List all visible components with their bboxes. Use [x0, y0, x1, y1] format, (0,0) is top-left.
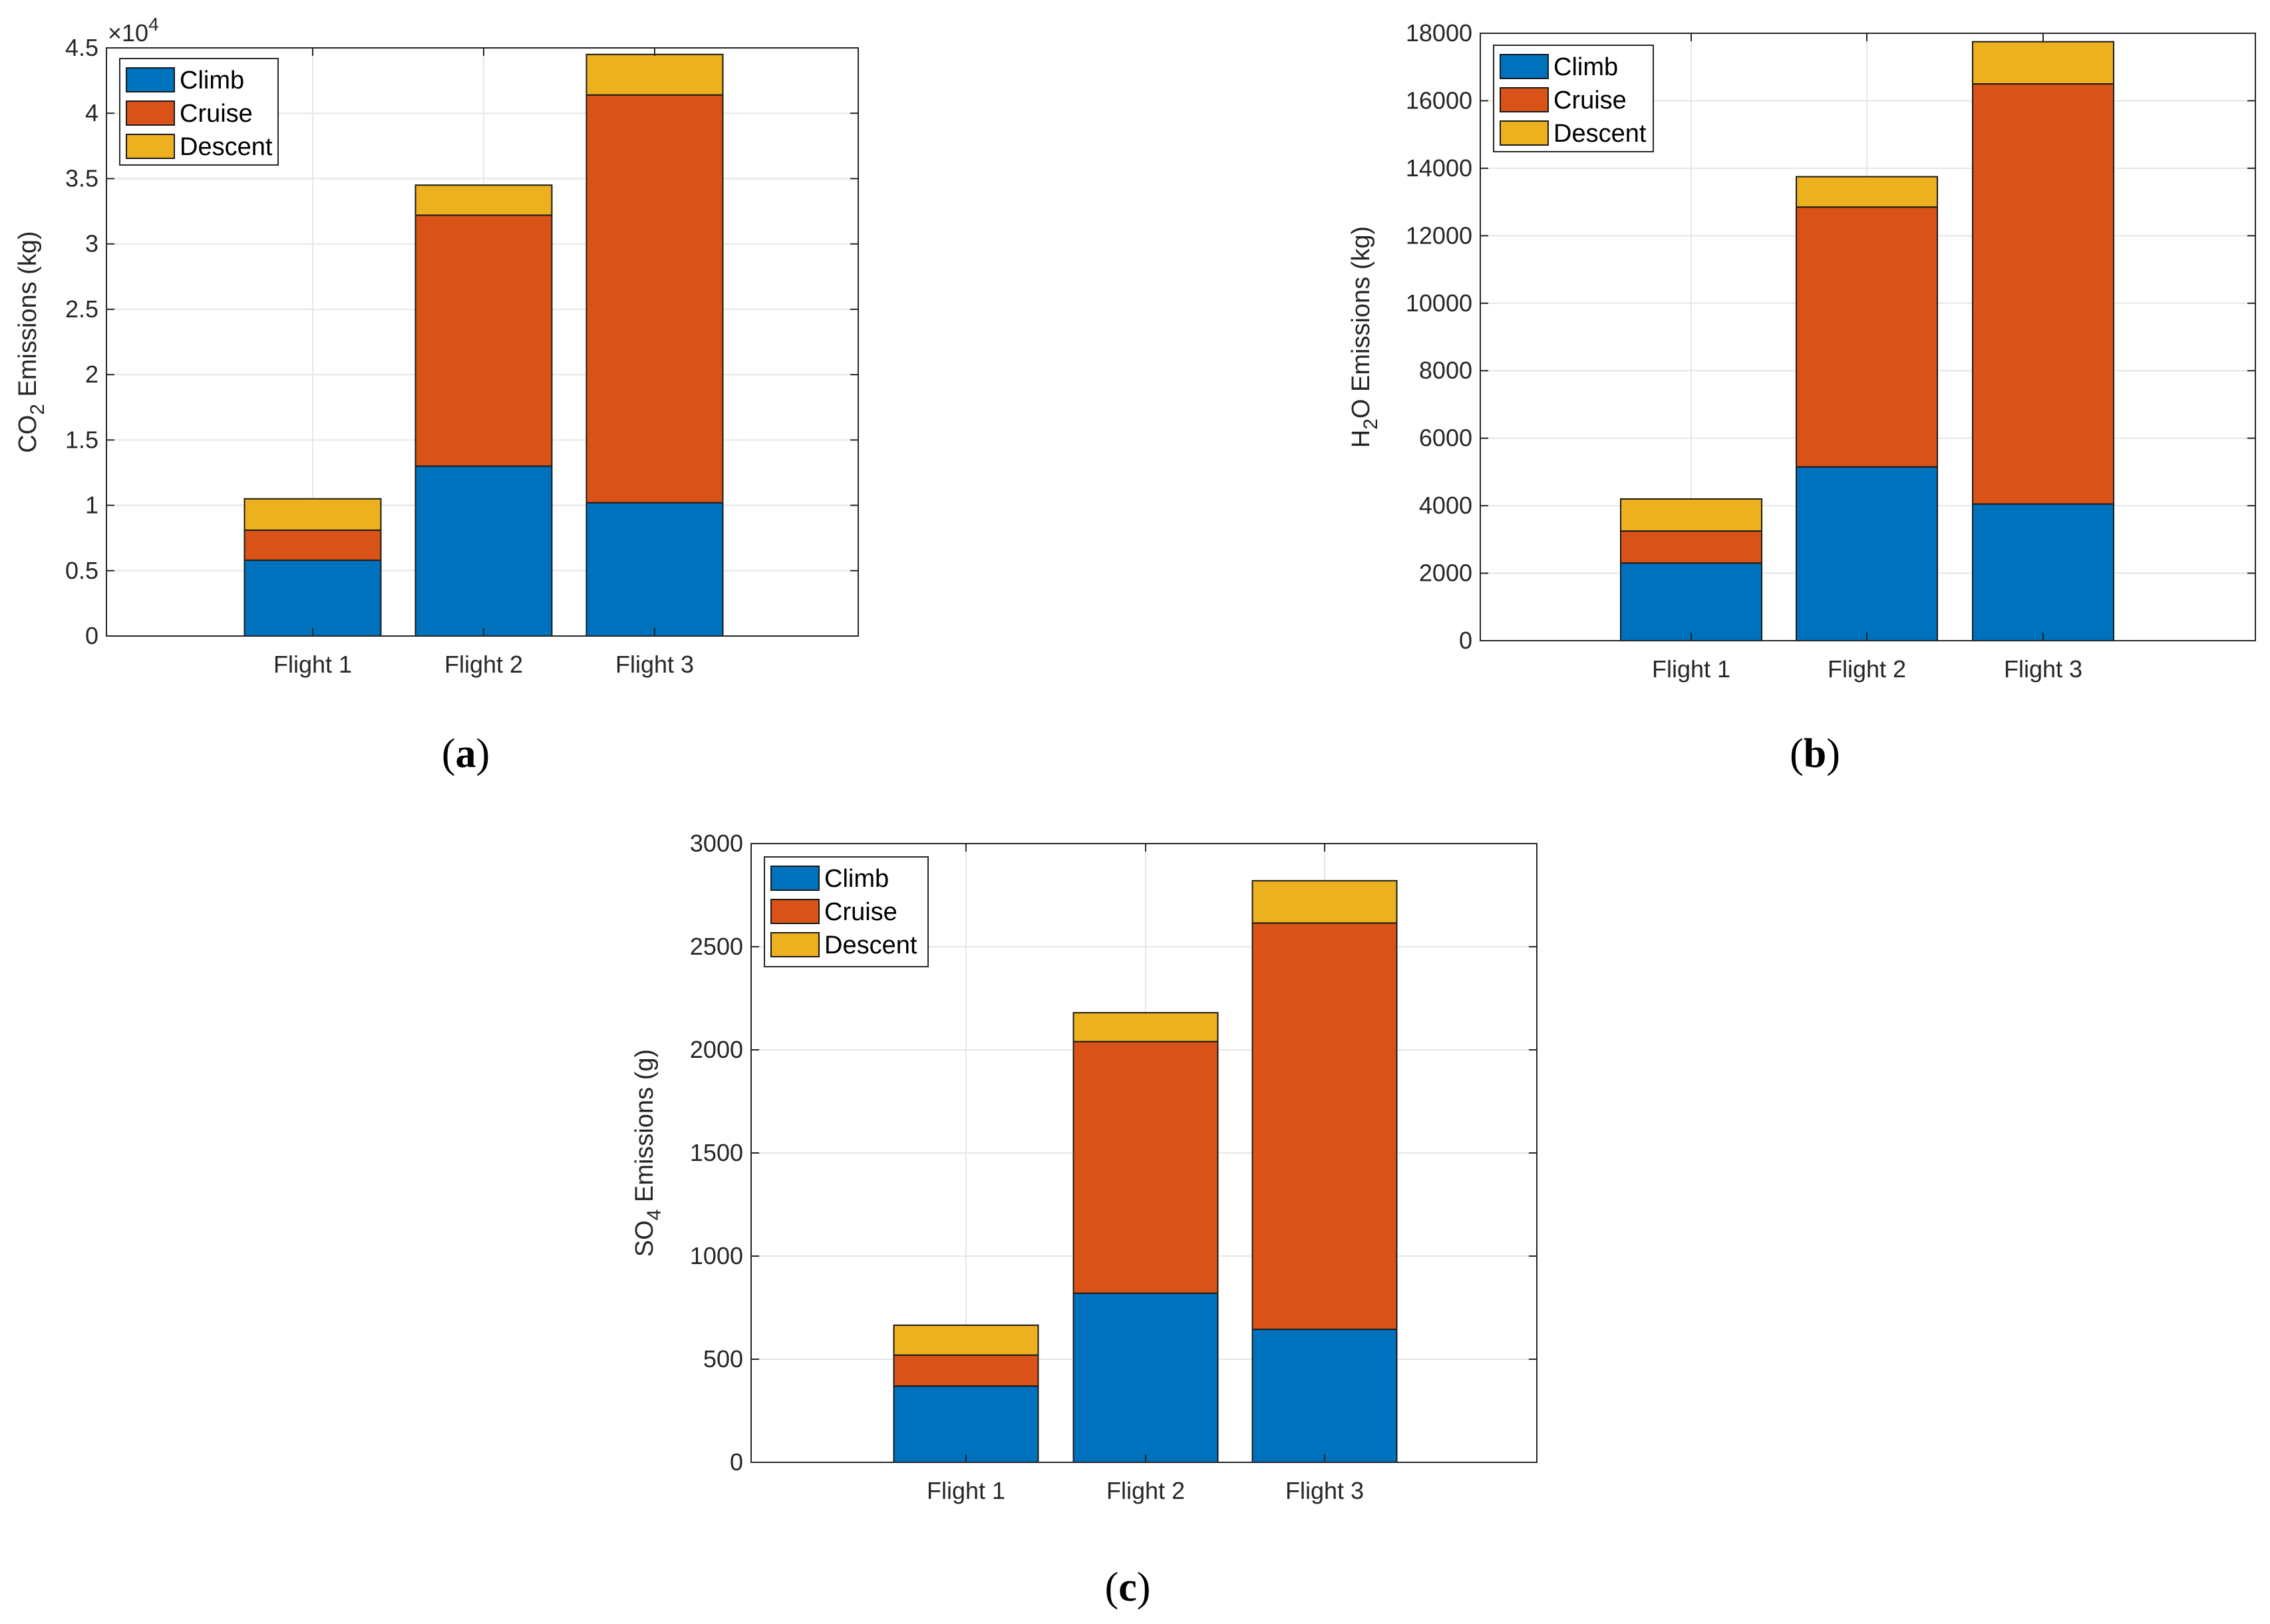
x-tick-label: Flight 3	[1285, 1477, 1364, 1504]
bar-climb-1	[243, 560, 382, 637]
bar-cruise-1	[1620, 530, 1762, 564]
bar-cruise-2	[1796, 206, 1938, 468]
panel-caption: (b)	[1790, 731, 1840, 776]
x-tick-label: Flight 3	[2004, 655, 2082, 683]
y-tick-label: 4000	[1419, 492, 1472, 519]
y-tick-label: 8000	[1419, 357, 1472, 384]
bar-descent-1	[243, 498, 382, 531]
bar-descent-3	[1251, 880, 1398, 924]
y-axis-title: CO2 Emissions (kg)	[14, 231, 49, 452]
y-tick-label: 2.5	[65, 295, 98, 323]
legend-swatch-climb	[770, 866, 820, 891]
y-tick-label: 3.5	[65, 164, 98, 192]
chart-panel-b: 0 2000 4000 6000 8000 10000 12000 14000 16000 180…	[1347, 19, 2256, 776]
y-tick-label: 6000	[1419, 424, 1472, 452]
bar-climb-2	[414, 465, 553, 637]
bar-cruise-3	[1972, 83, 2114, 505]
bar-climb-3	[585, 502, 724, 637]
panel-caption: (c)	[1105, 1565, 1151, 1610]
y-tick-label: 0.5	[65, 557, 98, 584]
legend-label-climb: Climb	[824, 865, 889, 893]
panel-caption: (a)	[442, 731, 490, 776]
legend-label-descent: Descent	[180, 133, 273, 161]
y-tick-label: 4	[85, 99, 98, 126]
y-axis-title: SO4 Emissions (g)	[631, 1049, 665, 1257]
bar-climb-3	[1251, 1329, 1398, 1464]
bar-descent-1	[893, 1324, 1039, 1356]
y-tick-label: 1	[85, 492, 98, 519]
y-tick-label: 500	[703, 1345, 743, 1373]
y-tick-label: 1000	[690, 1242, 743, 1269]
legend-label-climb: Climb	[1553, 53, 1618, 81]
y-tick-label: 14000	[1406, 154, 1472, 182]
legend-label-cruise: Cruise	[180, 100, 253, 128]
legend-label-cruise: Cruise	[1553, 86, 1627, 114]
bar-descent-2	[414, 184, 553, 216]
y-tick-label: 2000	[690, 1036, 743, 1063]
y-tick-label: 1.5	[65, 426, 98, 453]
bar-climb-1	[1620, 562, 1762, 641]
y-tick-label: 4.5	[65, 34, 98, 61]
legend-swatch-descent	[1500, 120, 1549, 146]
legend-label-descent: Descent	[824, 931, 917, 959]
bar-cruise-1	[893, 1354, 1039, 1387]
bar-descent-3	[585, 53, 724, 96]
chart-panel-a: 0 0.5 1 1.5 2 2.5 3 3.5 4 4.5 Flight 1 Flight 2 Flig…	[14, 14, 859, 776]
legend-swatch-cruise	[126, 100, 175, 126]
x-tick-label: Flight 2	[1106, 1477, 1185, 1504]
bar-climb-2	[1796, 466, 1938, 642]
legend: Climb Cruise Descent	[119, 58, 279, 166]
x-tick-label: Flight 1	[1652, 655, 1730, 683]
legend-swatch-descent	[770, 932, 820, 957]
x-tick-label: Flight 2	[1828, 655, 1906, 683]
x-tick-label: Flight 1	[927, 1477, 1005, 1504]
axes-box	[106, 47, 859, 637]
bar-cruise-3	[585, 94, 724, 504]
y-tick-label: 12000	[1406, 222, 1472, 249]
legend-label-descent: Descent	[1553, 120, 1647, 148]
y-tick-label: 3000	[690, 830, 743, 857]
y-tick-label: 0	[85, 622, 98, 649]
y-tick-label: 16000	[1406, 86, 1472, 114]
y-tick-label: 0	[1459, 627, 1472, 654]
y-tick-label: 2500	[690, 933, 743, 960]
x-tick-label: Flight 1	[273, 651, 352, 678]
bar-cruise-2	[414, 214, 553, 467]
bar-cruise-1	[243, 529, 382, 562]
bar-cruise-3	[1251, 922, 1398, 1331]
y-tick-label: 1500	[690, 1139, 743, 1166]
bar-climb-2	[1072, 1292, 1219, 1464]
legend-label-climb: Climb	[180, 67, 244, 94]
bar-descent-2	[1796, 176, 1938, 208]
y-tick-label: 18000	[1406, 19, 1472, 47]
y-exponent-label: ×104	[108, 14, 159, 47]
y-tick-label: 3	[85, 230, 98, 257]
bar-cruise-2	[1072, 1041, 1219, 1294]
legend-swatch-cruise	[770, 899, 820, 924]
legend-swatch-climb	[126, 67, 175, 92]
legend: Climb Cruise Descent	[1493, 45, 1654, 152]
legend: Climb Cruise Descent	[764, 856, 929, 967]
legend-swatch-descent	[126, 134, 175, 159]
bar-climb-1	[893, 1385, 1039, 1464]
legend-label-cruise: Cruise	[824, 898, 897, 926]
y-tick-label: 2000	[1419, 560, 1472, 587]
axes-box	[1480, 33, 2256, 641]
legend-swatch-climb	[1500, 54, 1549, 79]
bar-descent-3	[1972, 41, 2114, 85]
bar-climb-3	[1972, 503, 2114, 642]
x-tick-label: Flight 2	[444, 651, 523, 678]
y-tick-label: 0	[730, 1448, 743, 1476]
bar-descent-1	[1620, 498, 1762, 532]
bar-descent-2	[1072, 1012, 1219, 1043]
y-tick-label: 2	[85, 361, 98, 388]
y-axis-title: H2O Emissions (kg)	[1347, 226, 1382, 448]
x-tick-label: Flight 3	[615, 651, 694, 678]
chart-panel-c: 0 500 1000 1500 2000 2500 3000 Flight 1 Flight 2…	[631, 830, 1538, 1610]
y-tick-label: 10000	[1406, 289, 1472, 317]
legend-swatch-cruise	[1500, 87, 1549, 112]
